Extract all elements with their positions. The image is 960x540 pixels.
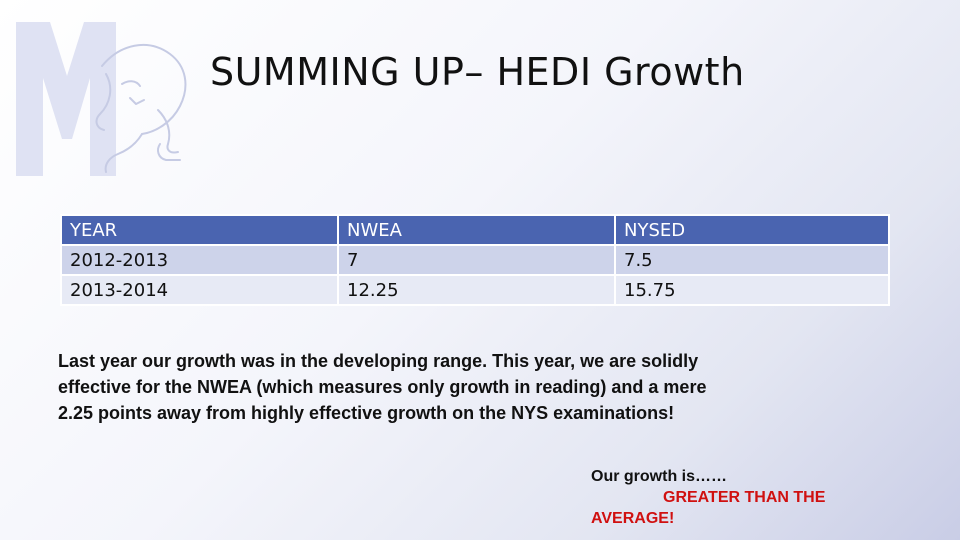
cell-nwea: 7 <box>337 244 616 276</box>
table-row: 2013-2014 12.25 15.75 <box>60 274 890 306</box>
callout-lead: Our growth is…… <box>591 468 727 485</box>
table-row: 2012-2013 7 7.5 <box>60 244 890 276</box>
m-letter-panther-icon <box>16 22 187 176</box>
cell-year: 2013-2014 <box>60 274 339 306</box>
cell-nysed: 15.75 <box>614 274 890 306</box>
col-header-nysed: NYSED <box>614 214 890 246</box>
col-header-year: YEAR <box>60 214 339 246</box>
callout-emphasis-line2: AVERAGE! <box>591 510 675 527</box>
table-header-row: YEAR NWEA NYSED <box>60 214 890 246</box>
col-header-nwea: NWEA <box>337 214 616 246</box>
slide-title: SUMMING UP– HEDI Growth <box>210 50 745 94</box>
callout-emphasis-line1: GREATER THAN THE <box>663 489 826 506</box>
growth-callout: Our growth is…… GREATER THAN THE AVERAGE… <box>591 466 881 529</box>
summary-paragraph: Last year our growth was in the developi… <box>58 351 707 423</box>
cell-year: 2012-2013 <box>60 244 339 276</box>
hedi-growth-table: YEAR NWEA NYSED 2012-2013 7 7.5 2013-201… <box>60 214 890 306</box>
cell-nysed: 7.5 <box>614 244 890 276</box>
cell-nwea: 12.25 <box>337 274 616 306</box>
